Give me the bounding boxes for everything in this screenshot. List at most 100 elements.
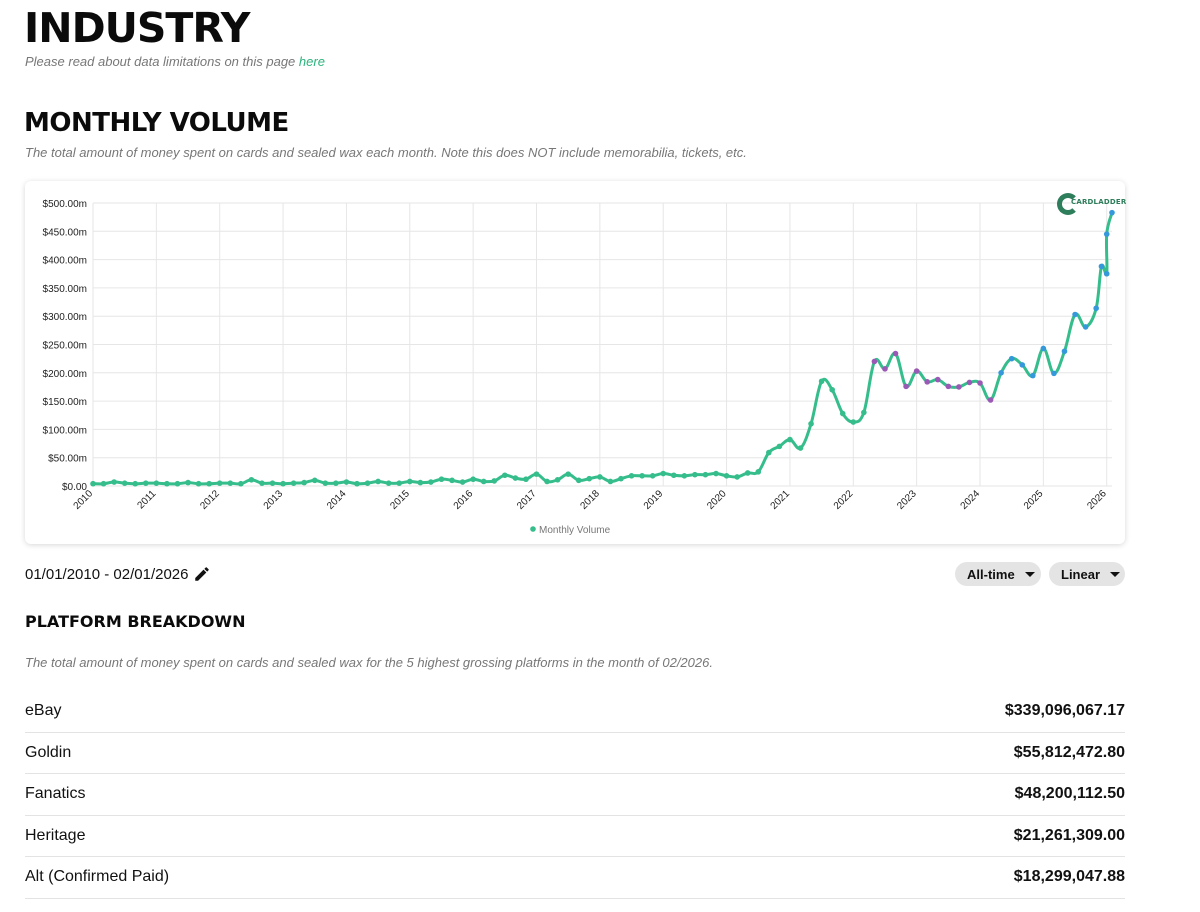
data-point <box>100 480 107 487</box>
data-point <box>248 476 255 483</box>
data-point <box>998 370 1004 376</box>
x-tick-label: 2020 <box>705 488 729 512</box>
data-point <box>1082 324 1089 330</box>
data-point <box>470 476 476 483</box>
data-point <box>174 480 181 487</box>
x-tick-label: 2013 <box>262 488 286 512</box>
data-point <box>818 378 825 385</box>
data-point <box>734 474 740 480</box>
y-tick-label: $50.00m <box>48 454 87 465</box>
data-point <box>290 480 297 486</box>
data-point <box>956 384 962 390</box>
data-point <box>977 380 983 386</box>
data-point <box>523 476 529 483</box>
data-point <box>491 478 498 484</box>
logo-text: CARDLADDER <box>1071 198 1127 206</box>
data-point <box>702 471 709 478</box>
data-point <box>354 480 360 487</box>
data-point <box>301 479 307 486</box>
data-point <box>206 480 212 487</box>
data-point <box>375 478 381 485</box>
data-point <box>945 383 952 390</box>
platform-amount: $55,812,472.80 <box>1013 743 1125 761</box>
data-point <box>966 379 973 386</box>
data-point <box>142 480 149 486</box>
data-point <box>1019 362 1026 368</box>
data-point <box>153 480 160 486</box>
data-point <box>850 419 857 425</box>
data-point <box>755 469 762 475</box>
data-point <box>861 409 867 416</box>
data-point <box>808 420 814 427</box>
scale-dropdown[interactable]: Linear <box>1049 562 1125 586</box>
data-point <box>121 480 128 486</box>
data-point <box>628 473 635 479</box>
data-point <box>502 472 508 479</box>
data-point <box>396 480 403 486</box>
data-point <box>185 479 191 486</box>
y-tick-label: $350.00m <box>43 284 87 295</box>
data-point <box>660 470 667 477</box>
data-point <box>618 475 624 482</box>
data-point <box>164 480 170 487</box>
platform-name: Goldin <box>25 743 72 761</box>
data-point <box>259 480 265 486</box>
cardladder-logo: CARDLADDER <box>1057 193 1126 215</box>
platform-table: eBay $339,096,067.17 Goldin $55,812,472.… <box>25 691 1125 899</box>
date-range-label: 01/01/2010 - 02/01/2026 <box>25 566 189 583</box>
data-point <box>913 368 920 374</box>
x-tick-label: 2024 <box>959 488 983 512</box>
data-point <box>1103 270 1110 277</box>
data-point <box>90 480 96 487</box>
data-limitations-note: Please read about data limitations on th… <box>25 54 325 69</box>
time-range-dropdown[interactable]: All-time <box>955 562 1041 586</box>
data-point <box>227 480 234 486</box>
table-row: eBay $339,096,067.17 <box>25 691 1125 733</box>
platform-amount: $21,261,309.00 <box>1013 826 1125 844</box>
data-point <box>512 475 519 481</box>
table-row: Heritage $21,261,309.00 <box>25 816 1125 857</box>
data-point <box>269 480 276 486</box>
data-point <box>111 479 117 485</box>
data-point <box>586 475 593 482</box>
data-point <box>406 478 413 485</box>
data-point <box>1061 348 1068 355</box>
data-point <box>607 478 614 485</box>
data-point <box>649 473 656 479</box>
edit-pencil-icon[interactable] <box>193 565 211 583</box>
y-tick-label: $450.00m <box>43 227 87 238</box>
table-row: Goldin $55,812,472.80 <box>25 733 1125 774</box>
data-point <box>544 478 550 485</box>
data-point <box>438 476 445 483</box>
data-point <box>459 479 466 485</box>
platform-breakdown-description: The total amount of money spent on cards… <box>25 655 713 670</box>
x-tick-label: 2012 <box>198 488 222 512</box>
data-point <box>1093 305 1099 312</box>
table-row: Alt (Confirmed Paid) $18,299,047.88 <box>25 857 1125 899</box>
x-tick-label: 2023 <box>895 488 919 512</box>
data-point <box>417 479 424 486</box>
data-point <box>565 471 571 477</box>
x-tick-label: 2019 <box>642 488 666 512</box>
data-point <box>597 474 603 480</box>
data-point <box>428 479 434 485</box>
data-point <box>1103 231 1110 237</box>
data-point <box>364 480 371 486</box>
x-tick-label: 2011 <box>135 488 158 511</box>
data-point <box>787 436 793 443</box>
chevron-down-icon <box>1024 571 1035 577</box>
y-tick-label: $250.00m <box>43 341 87 352</box>
x-tick-label: 2021 <box>769 488 793 512</box>
page-title: INDUSTRY <box>24 4 250 52</box>
platform-name: Fanatics <box>25 785 86 803</box>
data-point <box>766 449 772 456</box>
x-tick-label: 2018 <box>578 488 602 512</box>
data-point <box>322 480 329 486</box>
data-limitations-link[interactable]: here <box>298 54 325 69</box>
y-tick-label: $100.00m <box>43 425 87 436</box>
chart-svg: $0.00 $50.00m $100.00m $150.00m $200.00m $250… <box>43 199 1115 536</box>
data-point <box>238 480 244 487</box>
data-point <box>333 480 339 486</box>
y-tick-label: $150.00m <box>43 397 87 408</box>
data-point <box>280 480 286 487</box>
